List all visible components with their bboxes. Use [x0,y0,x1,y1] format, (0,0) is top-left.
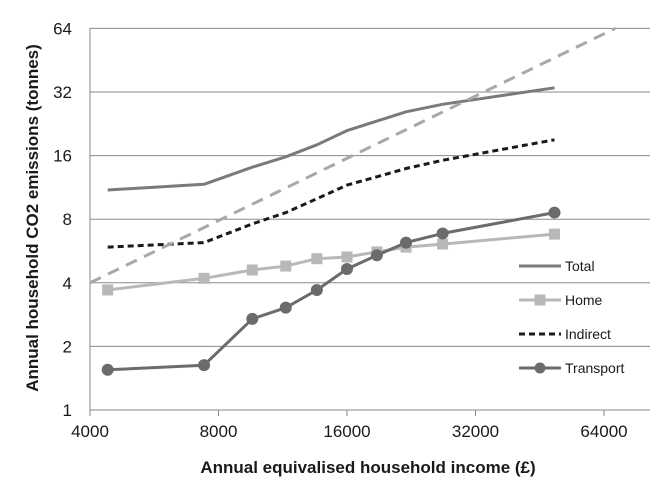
x-tick-label: 8000 [200,422,238,441]
data-point-transport [310,283,323,296]
series-line-total [107,86,555,192]
data-point-transport [341,262,353,275]
axis-layer: 1 2 4 8 16 32 64 4000 8000 16000 32000 64000 [53,19,650,441]
data-point-transport [246,312,259,325]
y-tick-label: 8 [63,210,72,229]
y-axis-title: Annual household CO2 emissions (tonnes) [23,44,42,392]
data-point-transport [279,301,292,314]
y-tick-label: 32 [53,83,72,102]
series-line-indirect [107,138,555,249]
y-tick-label: 2 [63,337,72,356]
y-tick-label: 64 [53,19,72,38]
series-line-reference [89,27,616,285]
grid-layer [90,27,650,411]
data-point-home [102,284,114,296]
series-line-transport [107,211,555,372]
y-tick-label: 1 [63,401,72,420]
legend-marker-home [534,294,546,306]
y-tick-label: 16 [53,147,72,166]
data-point-home [280,260,292,272]
data-point-transport [370,249,383,262]
data-point-home [311,253,323,265]
data-point-home [437,238,449,250]
data-point-transport [548,206,561,219]
data-point-home [548,228,560,240]
x-tick-label: 64000 [580,422,627,441]
x-tick-label: 32000 [452,422,499,441]
data-point-home [341,251,353,263]
series-line-home [107,232,555,292]
data-point-transport [101,363,114,376]
x-axis-title: Annual equivalised household income (£) [200,458,535,477]
data-point-home [198,272,210,284]
y-tick-label: 4 [63,274,72,293]
legend: Total Home Indirect Transport [519,258,625,376]
legend-marker-transport [534,362,546,374]
x-tick-label: 16000 [323,422,370,441]
data-point-transport [400,236,413,249]
legend-label-total: Total [565,258,595,274]
series-layer [89,27,616,376]
x-tick-label: 4000 [71,422,109,441]
legend-label-indirect: Indirect [565,326,611,342]
data-point-transport [198,359,211,372]
data-point-transport [436,227,449,240]
legend-label-home: Home [565,292,603,308]
data-point-home [246,264,258,276]
legend-label-transport: Transport [565,360,625,376]
